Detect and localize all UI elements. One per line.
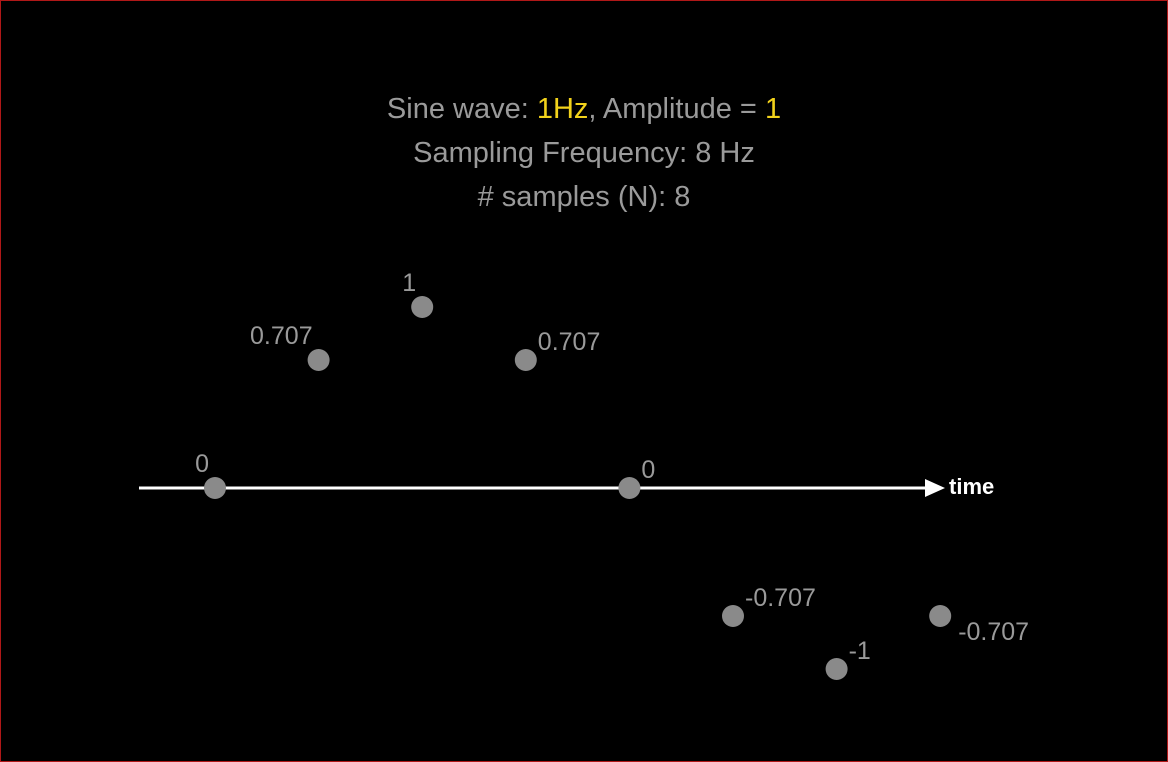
sample-point [307,349,330,371]
sample-point [929,605,952,627]
title-line-sine-wave: Sine wave: 1Hz, Amplitude = 1 [1,87,1167,131]
amplitude-highlight: 1 [764,93,782,125]
time-axis-label: time [949,474,994,499]
sample-value-label: -1 [849,637,871,665]
sample-value-label: 0 [641,456,655,484]
sample-value-label: -0.707 [745,584,816,612]
sample-point [514,349,537,371]
sample-point [618,477,641,499]
sample-point [722,605,744,627]
sample-point [411,296,434,318]
sample-value-label: 0 [195,450,209,478]
sample-point [825,658,848,680]
sample-value-label: 1 [402,269,416,297]
sine-wave-prefix: Sine wave: [386,93,537,125]
time-axis-arrowhead-icon [925,479,945,497]
title-block: Sine wave: 1Hz, Amplitude = 1 Sampling F… [1,87,1167,219]
amplitude-prefix: , Amplitude = [588,93,765,125]
frequency-highlight: 1Hz [536,93,589,125]
title-line-sample-count: # samples (N): 8 [477,181,691,213]
sample-value-label: -0.707 [958,618,1029,646]
title-line-sampling-frequency: Sampling Frequency: 8 Hz [413,137,755,169]
sample-value-label: 0.707 [538,328,601,356]
samples-layer: 0 0.707 1 0.707 0 -0.707 -1 -0.707 [195,269,1029,680]
sample-value-label: 0.707 [250,322,313,350]
sample-point [204,477,226,499]
